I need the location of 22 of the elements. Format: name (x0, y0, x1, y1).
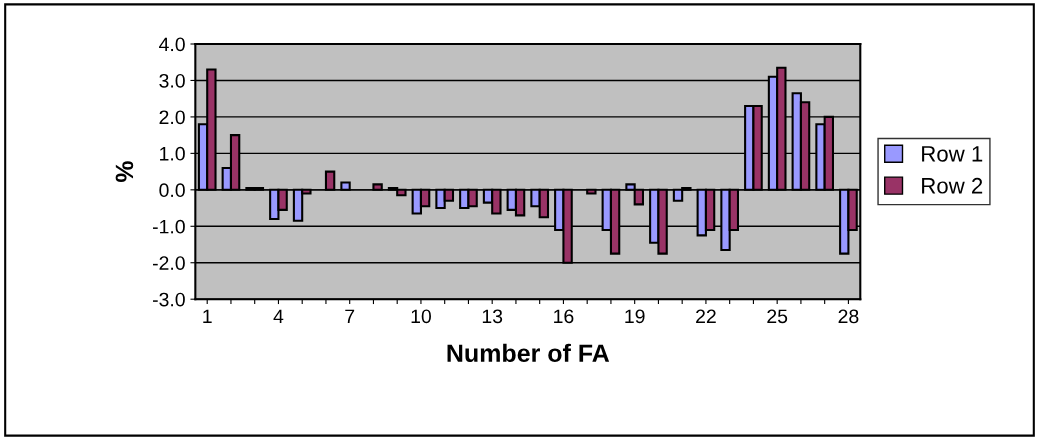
legend-label: Row 2 (922, 177, 983, 194)
x-tick-label: 25 (767, 309, 788, 324)
x-tick-label: 19 (625, 309, 645, 324)
x-tick-label: 1 (203, 309, 212, 324)
x-tick-label: 28 (838, 309, 859, 324)
x-tick-label: 10 (411, 309, 431, 324)
y-tick-label: 2.0 (159, 110, 185, 125)
x-axis-title: Number of FA (447, 343, 610, 363)
x-tick-label: 13 (482, 309, 503, 324)
y-tick-label: 0.0 (159, 183, 185, 198)
y-tick-label: 1.0 (160, 146, 185, 161)
y-tick-label: -1.0 (152, 219, 185, 234)
x-tick-label: 16 (554, 309, 574, 324)
y-tick-label: -2.0 (152, 256, 185, 270)
x-tick-label: 22 (696, 309, 716, 324)
x-tick-label: 4 (273, 309, 284, 324)
legend-label: Row 1 (922, 146, 983, 162)
x-tick-label: 7 (345, 309, 355, 324)
y-tick-label: 3.0 (159, 73, 185, 88)
y-axis-title: % (115, 161, 134, 183)
y-tick-label: -3.0 (152, 292, 185, 307)
y-tick-label: 4.0 (159, 37, 185, 52)
